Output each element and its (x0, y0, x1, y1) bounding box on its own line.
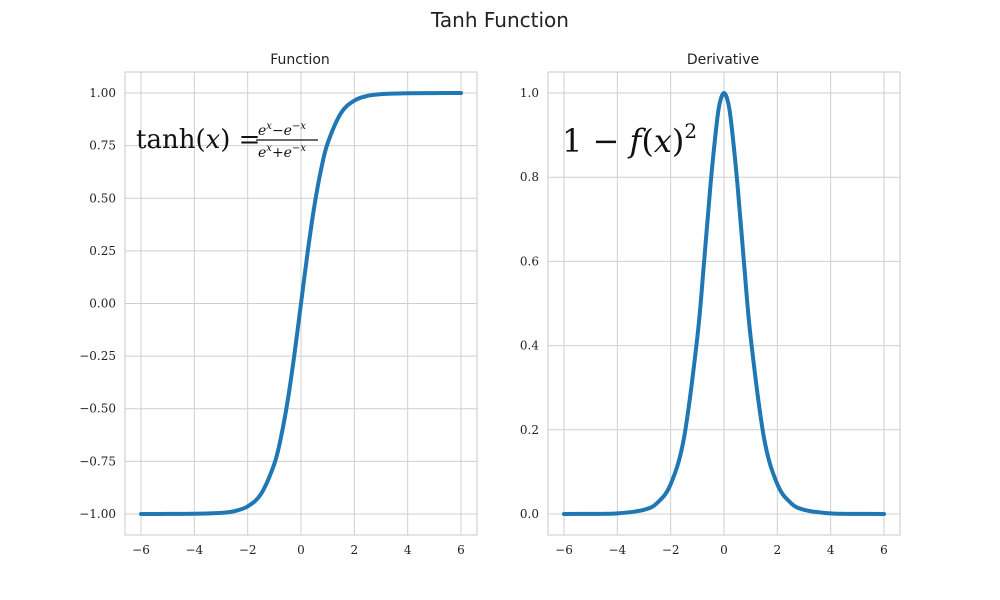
derivative-x-tick-label: −4 (608, 543, 626, 557)
derivative-gridlines (548, 72, 900, 535)
figure-title: Tanh Function (430, 8, 569, 32)
function-y-tick-label: 0.50 (89, 191, 116, 205)
function-y-tick-label: −1.00 (79, 507, 116, 521)
function-panel: Function −6 −4 −2 0 2 4 6 −1.00 −0.75 −0.50 −0.25 0… (79, 52, 478, 557)
function-y-tick-label: 0.75 (89, 139, 116, 153)
function-y-tick-label: 0.00 (89, 297, 116, 311)
derivative-axes-frame (547, 71, 901, 536)
svg-text:tanh(x) =: tanh(x) = (136, 125, 260, 155)
derivative-y-tick-label: 0.0 (520, 507, 539, 521)
derivative-y-tick-label: 0.6 (520, 254, 539, 268)
function-y-tick-label: −0.75 (79, 454, 116, 468)
function-axes-frame (124, 71, 478, 536)
derivative-x-tick-label: −6 (555, 543, 573, 557)
derivative-y-tick-label: 0.2 (520, 423, 539, 437)
svg-text:ex−e−x: ex−e−x (258, 121, 306, 139)
function-panel-title: Function (270, 52, 330, 68)
function-x-tick-label: −2 (239, 543, 257, 557)
function-x-tick-label: −4 (185, 543, 203, 557)
function-gridlines (125, 72, 477, 535)
derivative-y-tick-label: 0.8 (520, 170, 539, 184)
derivative-x-tick-label: 2 (774, 543, 782, 557)
function-y-tick-label: −0.25 (79, 349, 116, 363)
svg-text:ex+e−x: ex+e−x (258, 143, 306, 161)
derivative-tick-labels: −6 −4 −2 0 2 4 6 0.0 0.2 0.4 0.6 0.8 1.0 (520, 86, 888, 557)
derivative-curve (562, 91, 886, 516)
derivative-x-tick-label: 6 (880, 543, 888, 557)
derivative-x-tick-label: −2 (662, 543, 680, 557)
tanh-formula: tanh(x) = ex−e−x ex+e−x (136, 121, 318, 161)
function-x-tick-label: 4 (404, 543, 412, 557)
derivative-x-tick-label: 0 (720, 543, 728, 557)
function-x-tick-label: 6 (457, 543, 465, 557)
derivative-x-tick-label: 4 (827, 543, 835, 557)
function-tick-labels: −6 −4 −2 0 2 4 6 −1.00 −0.75 −0.50 −0.25 0.00 0.25 0.… (79, 86, 465, 557)
derivative-formula: 1 − f(x)2 (562, 119, 697, 160)
tanh-curve (139, 91, 463, 516)
derivative-y-tick-label: 1.0 (520, 86, 539, 100)
function-x-tick-label: 0 (297, 543, 305, 557)
derivative-y-tick-label: 0.4 (520, 339, 539, 353)
function-y-tick-label: 1.00 (89, 86, 116, 100)
function-y-tick-label: −0.50 (79, 402, 116, 416)
derivative-panel: Derivative −6 −4 −2 0 2 4 60.00.20.40.60.81.0 … (520, 52, 901, 557)
svg-text:1 − f(x)2: 1 − f(x)2 (562, 119, 697, 160)
function-x-tick-label: 2 (351, 543, 359, 557)
function-x-tick-label: −6 (132, 543, 150, 557)
function-y-tick-label: 0.25 (89, 244, 116, 258)
derivative-panel-title: Derivative (687, 52, 759, 68)
